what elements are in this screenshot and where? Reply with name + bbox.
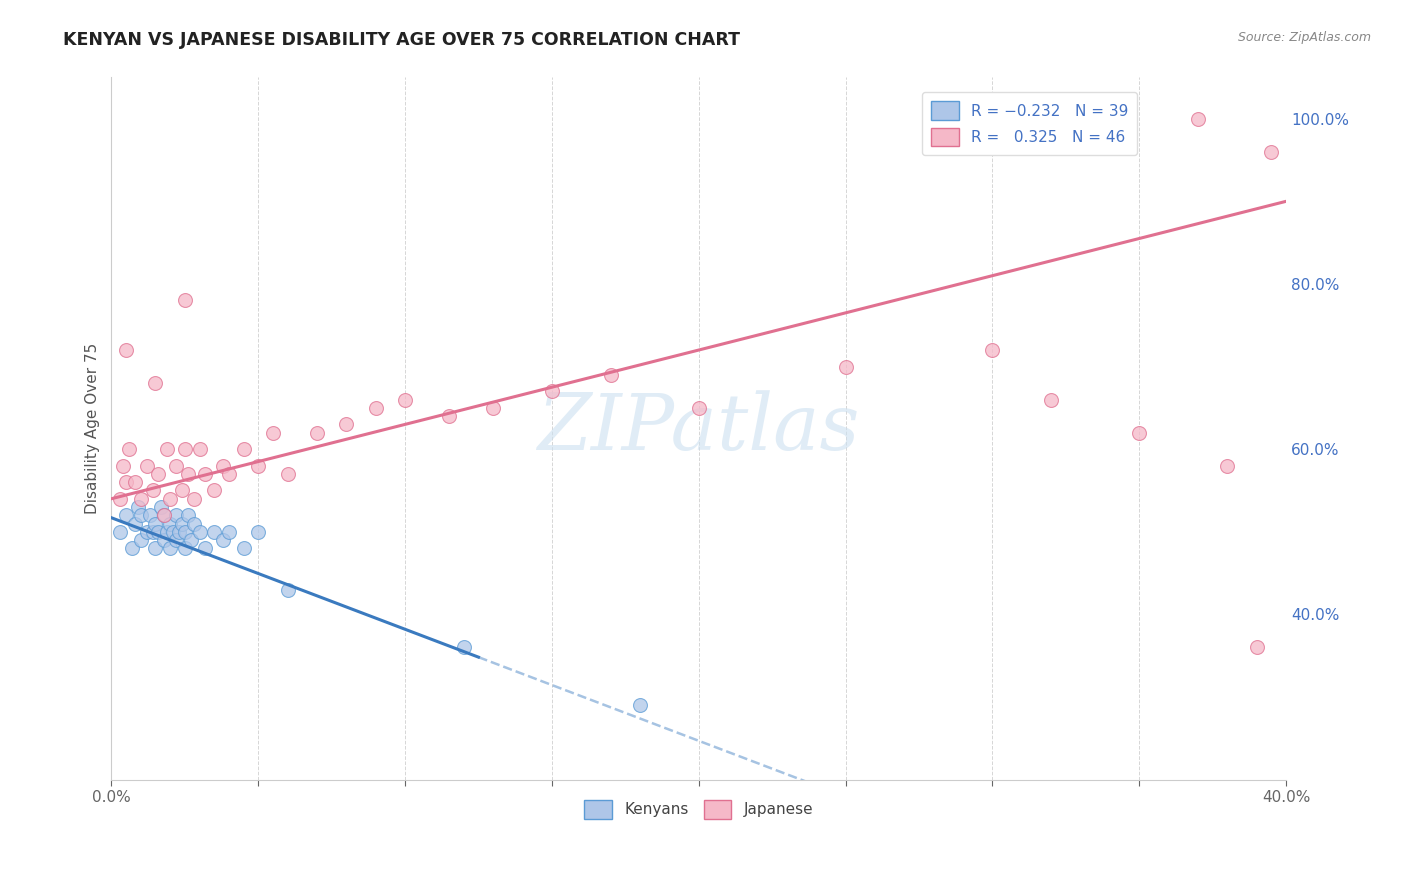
Point (364, 401, 387, 415)
Point (1040, 392, 1063, 407)
Point (129, 508, 152, 523)
Point (124, 516, 146, 531)
Point (156, 442, 179, 457)
Point (981, 343, 1004, 357)
Point (156, 524, 179, 539)
Point (599, 368, 621, 382)
Point (183, 516, 205, 531)
Point (153, 508, 176, 523)
Point (129, 533, 152, 547)
Point (135, 458, 157, 473)
Point (141, 483, 163, 498)
Point (202, 524, 225, 539)
Text: KENYAN VS JAPANESE DISABILITY AGE OVER 75 CORRELATION CHART: KENYAN VS JAPANESE DISABILITY AGE OVER 7… (63, 31, 741, 49)
Point (482, 401, 505, 415)
Point (188, 442, 211, 457)
Point (162, 524, 184, 539)
Point (165, 458, 187, 473)
Point (232, 442, 254, 457)
Point (165, 508, 187, 523)
Point (335, 417, 357, 432)
Point (218, 467, 240, 481)
Text: Source: ZipAtlas.com: Source: ZipAtlas.com (1237, 31, 1371, 45)
Point (183, 491, 205, 506)
Point (173, 442, 195, 457)
Point (202, 483, 225, 498)
Point (115, 508, 138, 523)
Point (247, 524, 270, 539)
Point (194, 467, 217, 481)
Point (153, 508, 176, 523)
Point (628, 698, 651, 713)
Point (165, 533, 187, 547)
Point (145, 376, 167, 390)
Point (1128, 425, 1150, 440)
Point (159, 491, 181, 506)
Point (115, 343, 138, 357)
Point (277, 467, 299, 481)
Point (188, 524, 211, 539)
Point (167, 524, 190, 539)
Point (118, 442, 141, 457)
Point (180, 533, 202, 547)
Point (1187, 112, 1209, 126)
Point (145, 541, 167, 556)
Point (177, 467, 200, 481)
Point (141, 524, 163, 539)
Point (173, 524, 195, 539)
Point (110, 491, 132, 506)
Point (153, 533, 176, 547)
Y-axis label: Disability Age Over 75: Disability Age Over 75 (86, 343, 100, 514)
Point (688, 401, 710, 415)
Point (218, 524, 240, 539)
Point (159, 541, 181, 556)
Point (112, 458, 135, 473)
Point (127, 500, 149, 514)
Point (232, 541, 254, 556)
Point (194, 541, 217, 556)
Point (159, 516, 181, 531)
Point (170, 483, 193, 498)
Point (138, 508, 160, 523)
Point (121, 541, 143, 556)
Point (277, 582, 299, 597)
Text: ZIPatlas: ZIPatlas (537, 391, 860, 467)
Point (110, 524, 132, 539)
Point (247, 458, 270, 473)
Point (394, 392, 416, 407)
Point (177, 508, 200, 523)
Point (170, 516, 193, 531)
Point (541, 384, 564, 399)
Legend: Kenyans, Japanese: Kenyans, Japanese (578, 794, 820, 824)
Point (305, 425, 328, 440)
Point (212, 533, 235, 547)
Point (1216, 458, 1239, 473)
Point (124, 475, 146, 490)
Point (1260, 145, 1282, 159)
Point (262, 425, 284, 440)
Point (173, 293, 195, 308)
Point (129, 491, 152, 506)
Point (1246, 640, 1268, 655)
Point (150, 500, 173, 514)
Point (453, 640, 475, 655)
Point (148, 524, 170, 539)
Point (173, 541, 195, 556)
Point (145, 516, 167, 531)
Point (437, 409, 460, 424)
Point (135, 524, 157, 539)
Point (834, 359, 856, 374)
Point (212, 458, 235, 473)
Point (148, 467, 170, 481)
Point (115, 475, 138, 490)
